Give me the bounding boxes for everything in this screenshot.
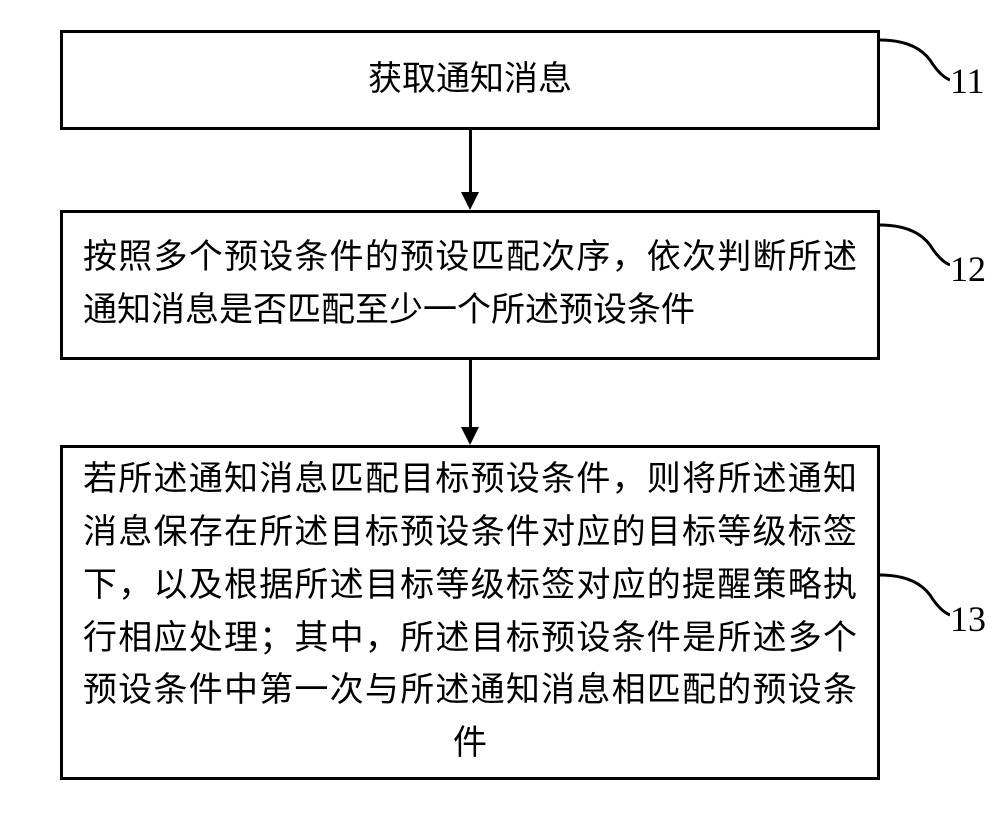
arrow-1-head <box>461 192 479 210</box>
callout-3-label: 13 <box>950 598 986 640</box>
flowchart-canvas: 获取通知消息 按照多个预设条件的预设匹配次序，依次判断所述通知消息是否匹配至少一… <box>0 0 1000 826</box>
callout-2-line <box>880 223 950 271</box>
flow-node-2-text: 按照多个预设条件的预设匹配次序，依次判断所述通知消息是否匹配至少一个所述预设条件 <box>83 232 857 337</box>
arrow-1-line <box>469 130 472 192</box>
arrow-2-head <box>461 427 479 445</box>
flow-node-1: 获取通知消息 <box>60 30 880 130</box>
flow-node-2: 按照多个预设条件的预设匹配次序，依次判断所述通知消息是否匹配至少一个所述预设条件 <box>60 210 880 360</box>
flow-node-1-text: 获取通知消息 <box>83 54 857 107</box>
flow-node-3-text: 若所述通知消息匹配目标预设条件，则将所述通知消息保存在所述目标预设条件对应的目标… <box>83 454 857 770</box>
callout-3-line <box>880 573 950 621</box>
callout-2-label: 12 <box>950 248 986 290</box>
callout-1-line <box>880 38 950 86</box>
arrow-2-line <box>469 360 472 427</box>
flow-node-3: 若所述通知消息匹配目标预设条件，则将所述通知消息保存在所述目标预设条件对应的目标… <box>60 445 880 780</box>
callout-1-label: 11 <box>950 60 985 102</box>
